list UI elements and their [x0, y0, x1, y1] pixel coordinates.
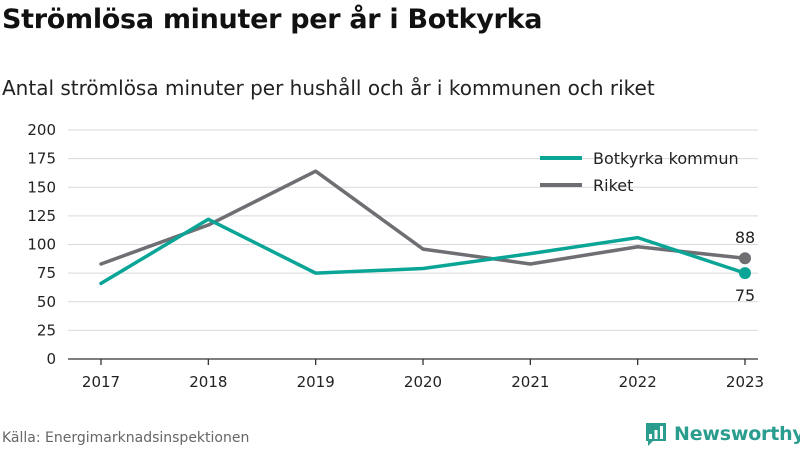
- end-label-botkyrka: 75: [735, 286, 755, 305]
- x-tick-label-2019: 2019: [297, 373, 335, 391]
- x-tick-label-2020: 2020: [404, 373, 442, 391]
- x-tick-label-2018: 2018: [189, 373, 227, 391]
- legend-label-botkyrka: Botkyrka kommun: [593, 149, 739, 168]
- brand-name: Newsworthy: [674, 423, 800, 445]
- x-tick-label-2017: 2017: [82, 373, 120, 391]
- y-tick-label-100: 100: [27, 236, 56, 254]
- newsworthy-logo: Newsworthy: [644, 421, 800, 447]
- chart-title: Strömlösa minuter per år i Botkyrka: [2, 4, 543, 35]
- y-tick-label-0: 0: [46, 350, 56, 368]
- series-line-riket: [99, 169, 747, 266]
- end-point-botkyrka: [739, 267, 751, 280]
- x-tick-label-2021: 2021: [511, 373, 549, 391]
- x-tick-label-2023: 2023: [726, 373, 764, 391]
- end-labels: 75 88: [735, 228, 755, 305]
- source-note: Källa: Energimarknadsinspektionen: [2, 430, 250, 446]
- y-axis-ticks: 0 25 50 75 100 125 150 175 200: [27, 121, 56, 368]
- y-tick-label-25: 25: [37, 321, 56, 339]
- end-point-riket: [739, 252, 751, 265]
- end-label-riket: 88: [735, 228, 755, 247]
- x-tick-label-2022: 2022: [619, 373, 657, 391]
- y-tick-label-50: 50: [37, 293, 56, 311]
- y-tick-label-75: 75: [37, 264, 56, 282]
- gridlines: [68, 129, 758, 360]
- y-tick-label-150: 150: [27, 178, 56, 196]
- y-tick-label-175: 175: [27, 150, 56, 168]
- newsworthy-logo-icon: [646, 423, 666, 446]
- legend: Botkyrka kommun Riket: [540, 149, 739, 195]
- y-tick-label-125: 125: [27, 207, 56, 225]
- series-lines: [99, 169, 751, 286]
- y-tick-label-200: 200: [27, 121, 56, 139]
- chart-subtitle: Antal strömlösa minuter per hushåll och …: [2, 76, 655, 100]
- series-line-botkyrka: [99, 217, 747, 286]
- legend-label-riket: Riket: [593, 176, 633, 195]
- x-axis: 2017 2018 2019 2020 2021 2022 2023: [68, 358, 764, 391]
